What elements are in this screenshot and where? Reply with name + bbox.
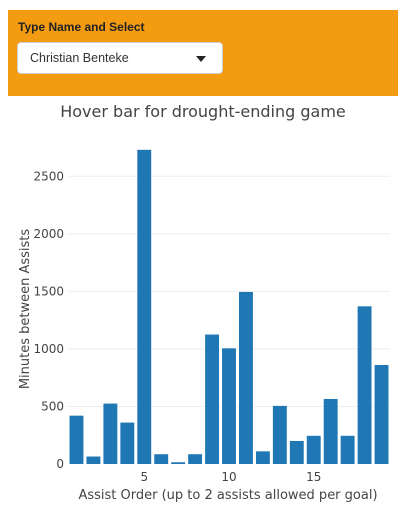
chart-title: Hover bar for drought-ending game <box>60 102 346 121</box>
bar[interactable] <box>137 149 152 464</box>
bar[interactable] <box>86 456 101 464</box>
chevron-down-icon[interactable] <box>196 56 206 62</box>
bar[interactable] <box>69 415 84 464</box>
y-tick-label: 500 <box>41 399 64 413</box>
bar[interactable] <box>238 291 253 464</box>
bar[interactable] <box>323 398 338 464</box>
bar[interactable] <box>340 435 355 464</box>
bars <box>69 149 389 464</box>
bar[interactable] <box>188 454 203 464</box>
select-label: Type Name and Select <box>18 20 145 34</box>
y-tick-label: 2000 <box>33 227 64 241</box>
player-select-dropdown[interactable]: Christian Benteke <box>17 42 223 74</box>
selected-player: Christian Benteke <box>30 51 129 65</box>
x-tick-label: 10 <box>221 470 236 484</box>
bar[interactable] <box>255 451 270 464</box>
x-tick-labels: 5 10 15 <box>140 470 321 484</box>
bar[interactable] <box>374 365 389 464</box>
x-tick-label: 15 <box>306 470 321 484</box>
y-tick-label: 1500 <box>33 284 64 298</box>
bar[interactable] <box>154 454 169 464</box>
y-axis-label: Minutes between Assists <box>18 229 33 390</box>
bar[interactable] <box>103 403 118 464</box>
bar[interactable] <box>120 422 135 464</box>
x-tick-label: 5 <box>140 470 148 484</box>
bar[interactable] <box>272 405 287 464</box>
x-axis-label: Assist Order (up to 2 assists allowed pe… <box>78 488 377 503</box>
player-select-panel: Type Name and Select Christian Benteke <box>8 10 398 96</box>
bar[interactable] <box>306 435 321 464</box>
assist-bar-chart: Hover bar for drought-ending game 0 500 10… <box>18 102 390 503</box>
bar[interactable] <box>289 440 304 464</box>
y-tick-label: 2500 <box>33 169 64 183</box>
y-tick-label: 1000 <box>33 342 64 356</box>
bar[interactable] <box>171 462 186 464</box>
bar[interactable] <box>205 334 220 464</box>
bar[interactable] <box>222 348 236 464</box>
y-tick-label: 0 <box>56 457 64 471</box>
y-tick-labels: 0 500 1000 1500 2000 2500 <box>33 169 64 471</box>
bar[interactable] <box>357 306 372 464</box>
